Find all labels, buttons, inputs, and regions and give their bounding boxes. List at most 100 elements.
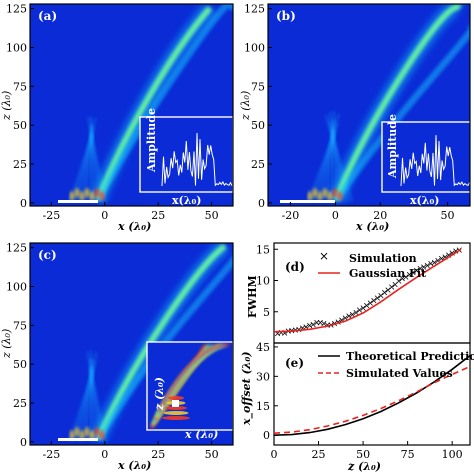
y-tick-label: 100 bbox=[6, 281, 27, 294]
x-tick-label: 20 bbox=[373, 209, 387, 222]
simulation-point: × bbox=[420, 263, 428, 273]
simulation-point: × bbox=[399, 275, 407, 285]
focal-hotspot bbox=[94, 188, 100, 198]
source-aperture bbox=[58, 438, 98, 441]
y-tick-label: 25 bbox=[13, 158, 27, 171]
x-tick-label: -20 bbox=[282, 209, 300, 222]
simulation-point: × bbox=[299, 324, 307, 334]
x-tick-label: 0 bbox=[271, 448, 278, 461]
x-tick-label: 25 bbox=[151, 448, 165, 461]
simulated-line bbox=[273, 365, 471, 434]
panel-label: (d) bbox=[285, 260, 305, 274]
inset-field-map bbox=[149, 343, 230, 429]
legend-label-simulation: Simulation bbox=[349, 252, 417, 265]
x-tick-label: 25 bbox=[312, 448, 326, 461]
simulation-point: × bbox=[317, 318, 325, 328]
y-tick-label: 50 bbox=[251, 119, 265, 132]
simulation-point: × bbox=[281, 329, 289, 339]
focal-hotspot bbox=[89, 430, 95, 440]
simulation-point: × bbox=[370, 297, 378, 307]
x-tick-label: 0 bbox=[332, 209, 339, 222]
x-tick-label: 50 bbox=[205, 448, 219, 461]
simulation-point: × bbox=[388, 283, 396, 293]
fringe-beam bbox=[88, 349, 93, 442]
simulation-point: × bbox=[306, 322, 314, 332]
focal-hotspot bbox=[84, 188, 90, 198]
x-tick-label: 0 bbox=[101, 448, 108, 461]
focal-hotspot bbox=[322, 188, 328, 198]
y-tick-label: 50 bbox=[13, 358, 27, 371]
focal-hotspot bbox=[99, 430, 105, 440]
x-tick-label: -25 bbox=[43, 448, 61, 461]
x-axis-label: z (λ₀) bbox=[347, 460, 381, 473]
simulation-point: × bbox=[413, 267, 421, 277]
fwhm-plot: 51015×××××××××××××××××××××××××××××××××××… bbox=[256, 243, 463, 339]
simulation-point: × bbox=[431, 258, 439, 268]
simulation-point: × bbox=[366, 299, 374, 309]
focal-hotspot bbox=[79, 430, 85, 440]
y-axis-label: z (λ₀) bbox=[0, 91, 13, 121]
simulation-point: × bbox=[391, 280, 399, 290]
legend-label-fit: Gaussian Fit bbox=[349, 267, 427, 280]
focal-hotspot bbox=[327, 191, 333, 201]
inset-ylabel: z (λ₀) bbox=[153, 377, 166, 411]
y-tick-label: 30 bbox=[256, 370, 270, 383]
simulation-point: × bbox=[277, 328, 285, 338]
inset-ring bbox=[165, 406, 187, 410]
simulation-point: × bbox=[274, 330, 282, 340]
simulation-point: × bbox=[445, 251, 453, 261]
simulation-point: × bbox=[381, 288, 389, 298]
x-tick-label: 50 bbox=[205, 209, 219, 222]
inset-fringe bbox=[157, 343, 230, 413]
simulation-point: × bbox=[359, 304, 367, 314]
source-aperture bbox=[280, 200, 335, 203]
plot-frame bbox=[29, 242, 234, 446]
inset-ylabel: Amplitude bbox=[386, 114, 399, 179]
panel-e: 0 15 30 45 0 25 50 75 100 (e) x_offset (λ₀) z (λ… bbox=[240, 341, 474, 473]
panel-label: (a) bbox=[38, 9, 57, 23]
focal-hotspot bbox=[94, 427, 100, 437]
focal-hotspot bbox=[84, 427, 90, 437]
inset-xlabel: x(λ₀) bbox=[172, 194, 202, 207]
secondary-beam bbox=[94, 4, 233, 202]
y-tick-label: 5 bbox=[263, 306, 270, 319]
axis-ticks: -25 0 25 50 0 25 50 75 100 125 bbox=[6, 3, 219, 222]
y-tick-label: 15 bbox=[256, 243, 270, 256]
axis-ticks: -25 0 25 50 0 25 50 75 100 125 bbox=[6, 242, 219, 461]
x-axis-label: x (λ₀) bbox=[117, 220, 151, 233]
legend: Theoretical Predictions Simulated Values bbox=[318, 350, 474, 380]
simulation-point: × bbox=[377, 292, 385, 302]
simulation-point: × bbox=[363, 302, 371, 312]
panel-a: Amplitude x(λ₀) (a) -25 0 25 50 0 25 50 75 100 12… bbox=[0, 3, 234, 233]
x-tick-label: 0 bbox=[101, 209, 108, 222]
focal-hotspot bbox=[317, 191, 323, 201]
y-axis-label: z (λ₀) bbox=[239, 91, 252, 121]
simulation-point: × bbox=[284, 327, 292, 337]
simulation-point: × bbox=[338, 316, 346, 326]
legend-label-theory: Theoretical Predictions bbox=[346, 350, 474, 363]
focal-hotspot bbox=[69, 191, 75, 201]
main-beam bbox=[95, 243, 227, 441]
x-axis-label: x (λ₀) bbox=[117, 459, 151, 472]
secondary-beam bbox=[95, 255, 233, 441]
y-tick-label: 75 bbox=[251, 80, 265, 93]
simulation-point: × bbox=[423, 262, 431, 272]
y-tick-label: 100 bbox=[6, 42, 27, 55]
plot-frame bbox=[29, 3, 234, 207]
focal-hotspot bbox=[337, 191, 343, 201]
inset-xlabel: x (λ₀) bbox=[184, 428, 218, 441]
inset-amplitude-line bbox=[400, 135, 470, 187]
focal-hotspot bbox=[74, 427, 80, 437]
inset-box bbox=[139, 116, 233, 193]
simulation-point: × bbox=[356, 306, 364, 316]
panel-label: (c) bbox=[38, 248, 57, 262]
panel-label: (b) bbox=[276, 9, 296, 23]
x-tick-label: 75 bbox=[401, 448, 415, 461]
inset-ring bbox=[168, 396, 184, 400]
simulation-point: × bbox=[395, 277, 403, 287]
x-tick-label: -25 bbox=[43, 209, 61, 222]
y-tick-label: 125 bbox=[6, 3, 27, 16]
y-tick-label: 125 bbox=[244, 3, 265, 16]
gaussian-fit-line bbox=[273, 248, 462, 333]
simulation-point: × bbox=[341, 314, 349, 324]
